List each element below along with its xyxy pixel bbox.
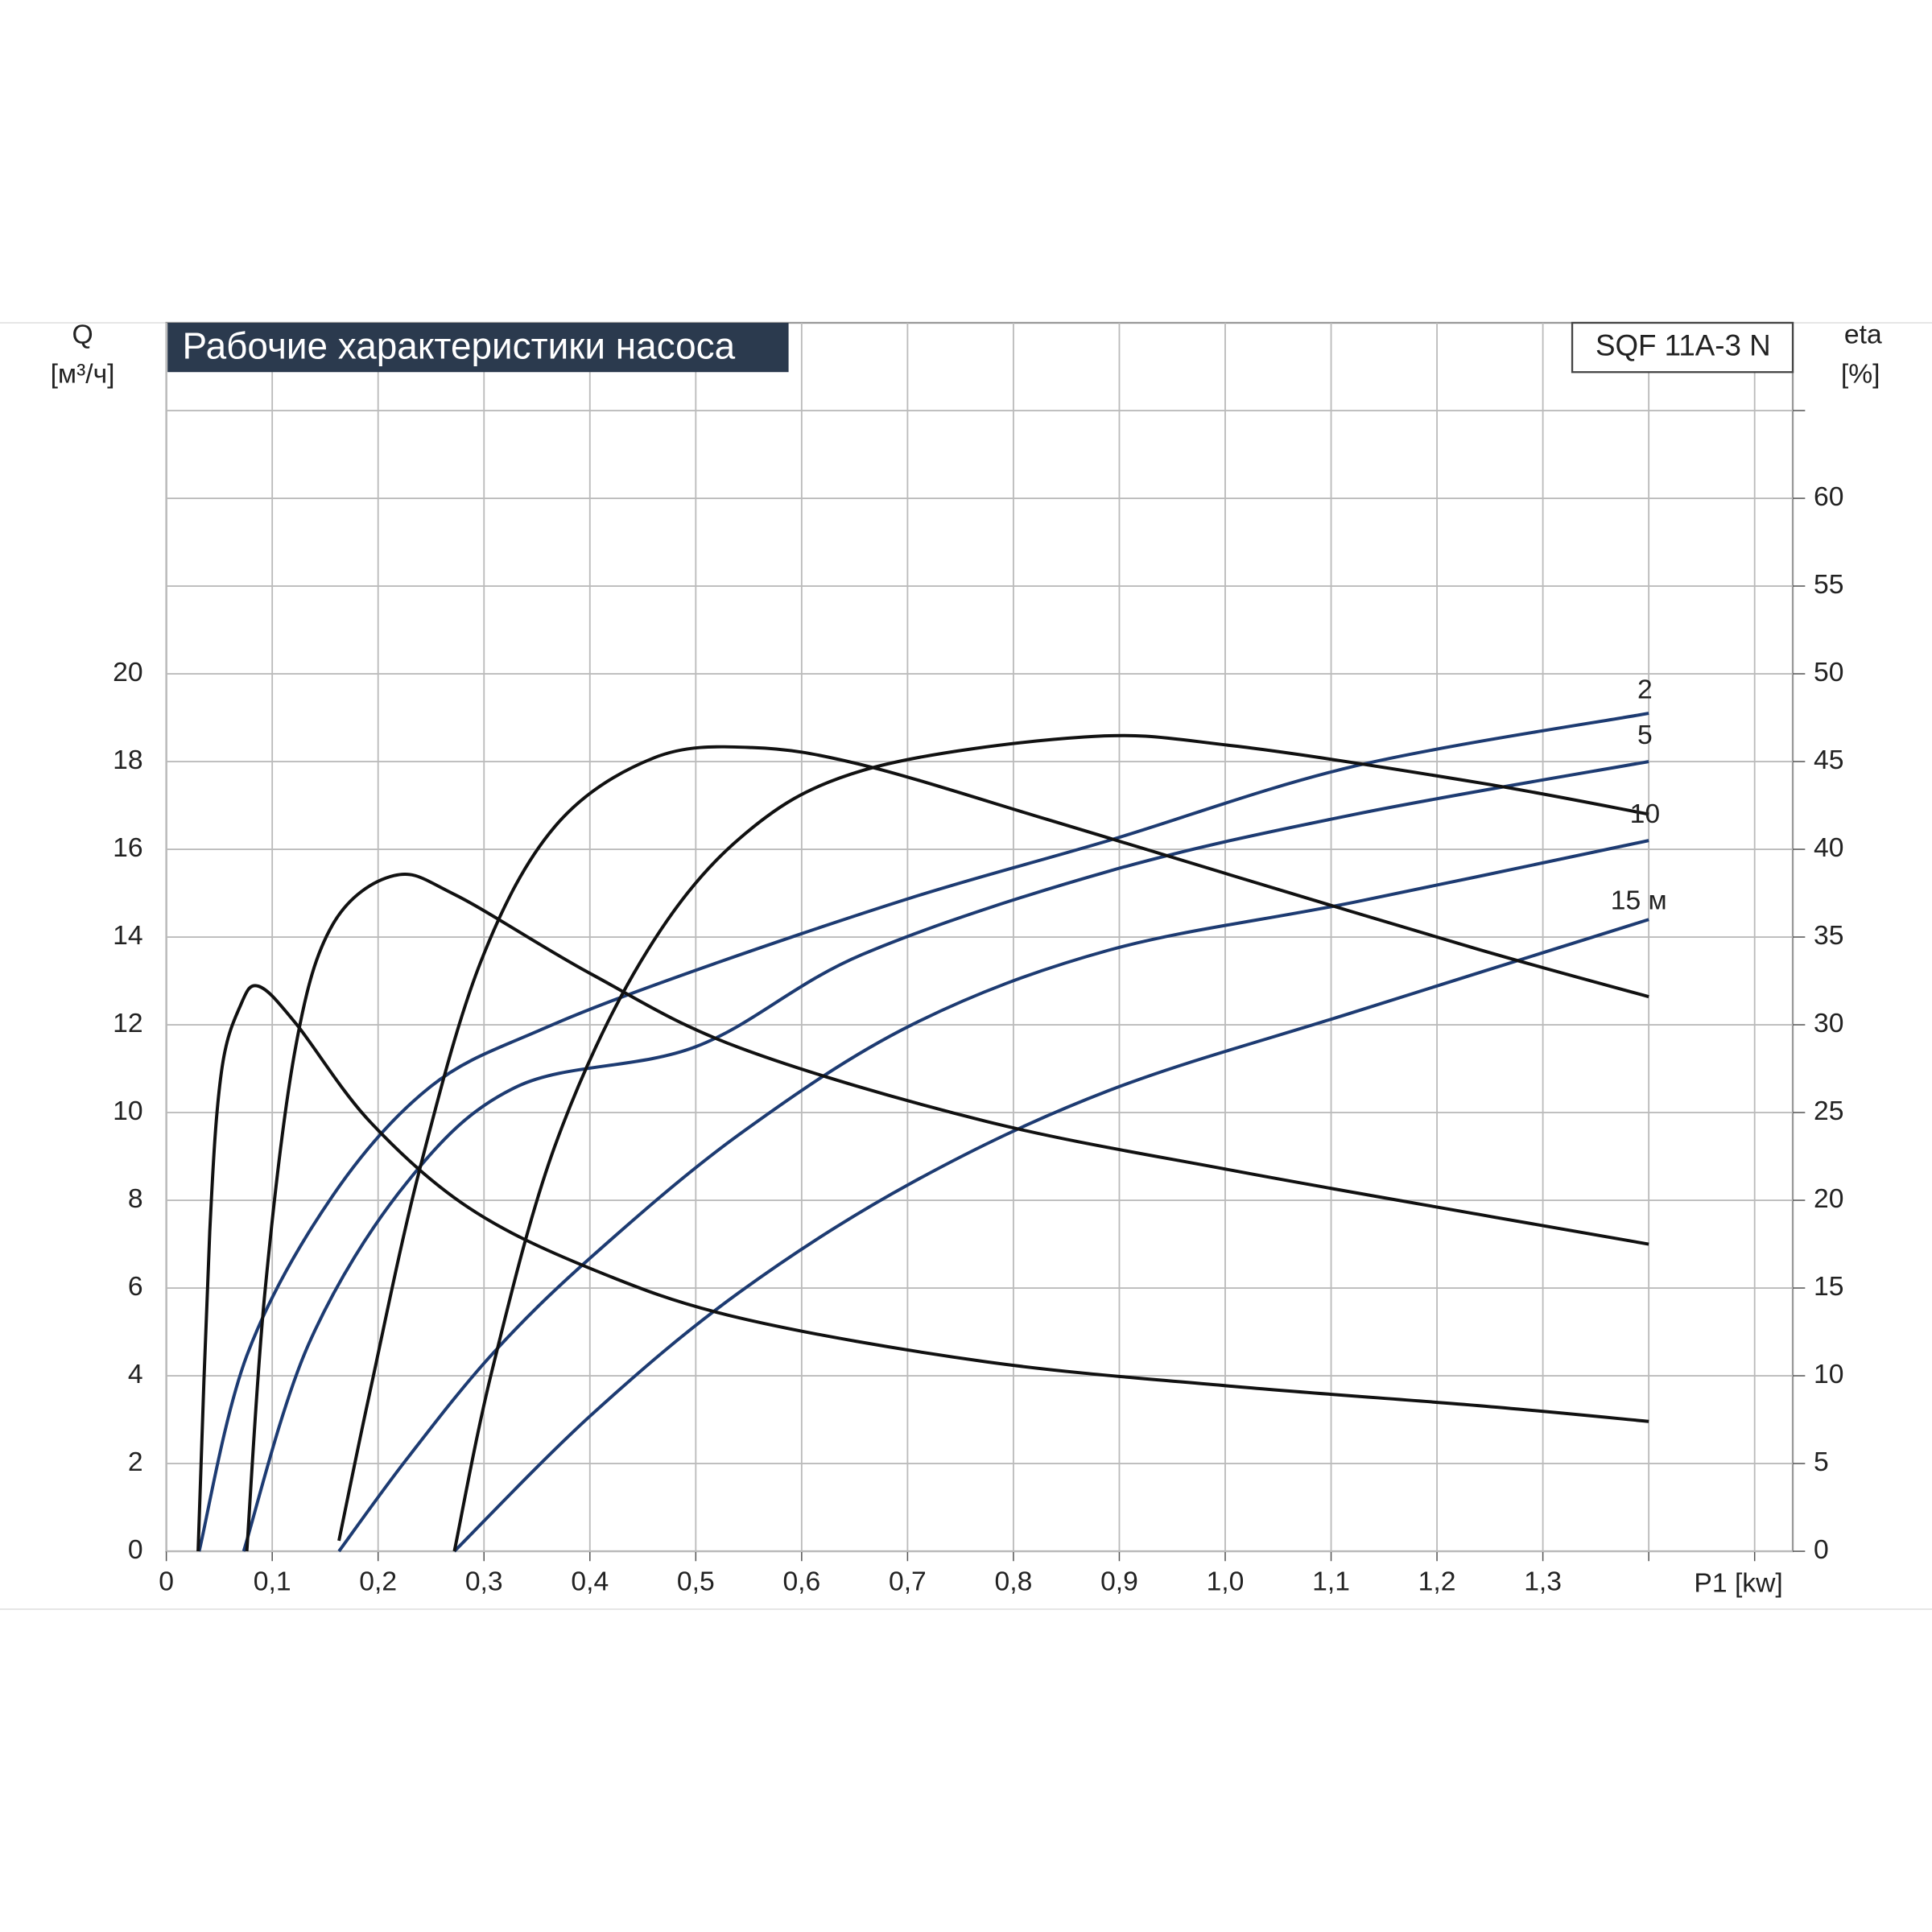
model-box	[1571, 321, 1794, 374]
x-tick-label: 0,5	[677, 1567, 715, 1597]
x-tick-label: 0,6	[782, 1567, 820, 1597]
y-tick-label: 0	[128, 1535, 143, 1565]
y-tick-label: 6	[128, 1272, 143, 1302]
x-tick-label: 0,9	[1100, 1567, 1138, 1597]
y2-tick-label: 30	[1814, 1009, 1843, 1038]
y2-label: eta	[1844, 320, 1882, 350]
x-tick-label: 0,4	[571, 1567, 609, 1597]
chart-title: Рабочие характеристики насоса	[183, 324, 736, 366]
y-tick-label: 14	[113, 921, 142, 951]
y2-tick-label: 10	[1814, 1360, 1843, 1389]
y2-tick-label: 20	[1814, 1184, 1843, 1214]
curve	[452, 733, 1649, 1552]
x-tick-label: 1,1	[1312, 1567, 1350, 1597]
y-tick-label: 8	[128, 1184, 143, 1214]
y-tick-label: 18	[113, 745, 142, 775]
curve	[453, 918, 1649, 1553]
curve	[337, 745, 1649, 1542]
y2-tick-label: 15	[1814, 1272, 1843, 1302]
curve	[197, 712, 1649, 1552]
y2-tick-label: 5	[1814, 1447, 1829, 1477]
y2-tick-label: 25	[1814, 1096, 1843, 1126]
curve	[242, 760, 1649, 1552]
x-tick-label: 0,8	[995, 1567, 1033, 1597]
y-tick-label: 20	[113, 658, 142, 687]
y-tick-label: 4	[128, 1360, 143, 1389]
y2-tick-label: 60	[1814, 482, 1843, 512]
y2-unit: [%]	[1841, 360, 1880, 390]
y2-tick-label: 40	[1814, 833, 1843, 863]
y-tick-label: 10	[113, 1096, 142, 1126]
x-tick-label: 0	[159, 1567, 174, 1597]
y2-tick-label: 35	[1814, 921, 1843, 951]
y2-tick-label: 50	[1814, 658, 1843, 687]
curve-label: 2	[1637, 675, 1653, 705]
curve-label: 15 м	[1611, 886, 1667, 915]
y2-tick-label: 45	[1814, 745, 1843, 775]
x-tick-label: 0,1	[254, 1567, 291, 1597]
y-unit: [м³/ч]	[51, 360, 115, 390]
title-box	[167, 323, 789, 373]
y-tick-label: 2	[128, 1447, 143, 1477]
x-tick-label: 0,3	[465, 1567, 503, 1597]
y-label: Q	[72, 320, 93, 350]
x-tick-label: 1,2	[1418, 1567, 1456, 1597]
curve-label: 10	[1630, 799, 1660, 829]
y-tick-label: 16	[113, 833, 142, 863]
x-tick-label: 0,2	[359, 1567, 397, 1597]
y-tick-label: 12	[113, 1009, 142, 1038]
curve-label: 5	[1637, 720, 1653, 750]
curve	[337, 839, 1649, 1553]
curve	[245, 872, 1649, 1552]
x-tick-label: 1,0	[1207, 1567, 1245, 1597]
y2-tick-label: 0	[1814, 1535, 1829, 1565]
x-tick-label: 1,3	[1524, 1567, 1562, 1597]
x-label: P1 [kw]	[1694, 1568, 1782, 1598]
x-tick-label: 0,7	[889, 1567, 927, 1597]
model-label: SQF 11A-3 N	[1596, 328, 1771, 361]
y2-tick-label: 55	[1814, 570, 1843, 600]
curve	[196, 984, 1649, 1552]
